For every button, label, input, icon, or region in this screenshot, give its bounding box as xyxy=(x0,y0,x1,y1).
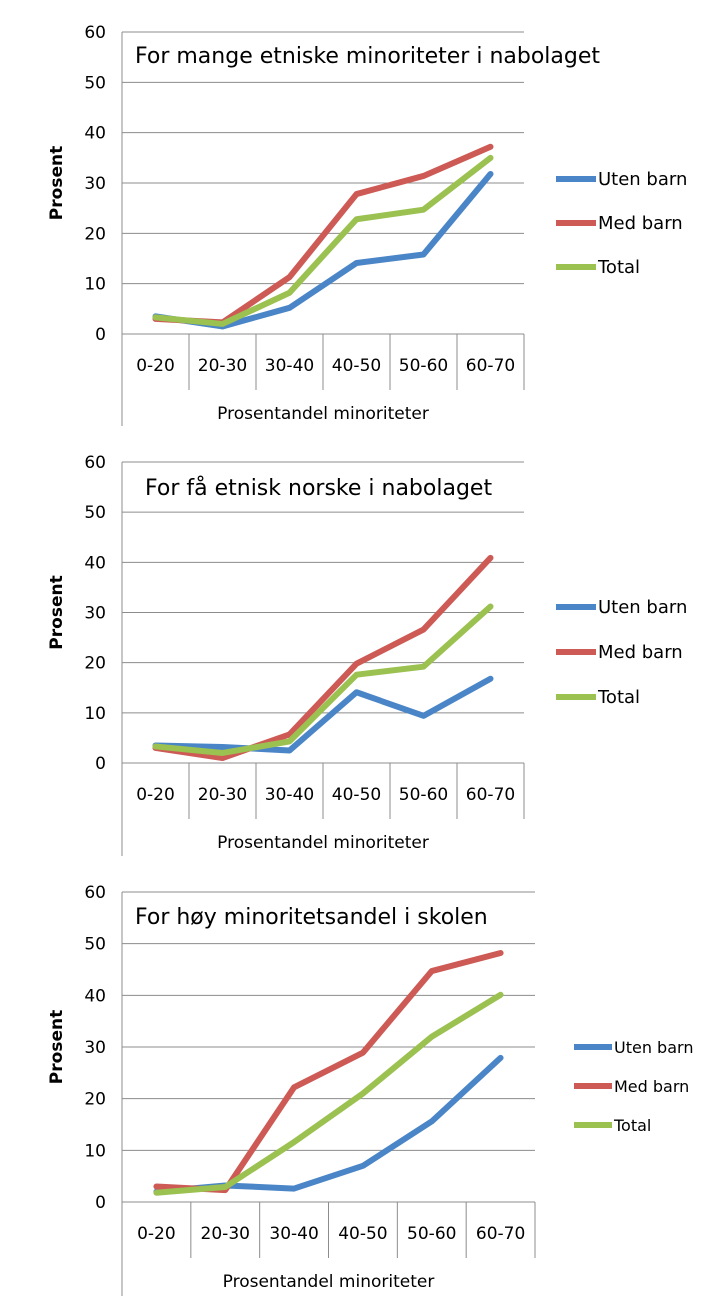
x-tick-label: 50-60 xyxy=(407,1224,456,1244)
x-tick-label: 60-70 xyxy=(466,785,515,805)
y-tick-label: 40 xyxy=(84,553,106,573)
y-tick-label: 50 xyxy=(84,935,106,955)
y-tick-label: 60 xyxy=(84,23,106,43)
x-tick-label: 20-30 xyxy=(198,356,247,376)
x-axis-label: Prosentandel minoriteter xyxy=(217,404,429,424)
series-line-total xyxy=(153,991,504,1196)
y-tick-label: 60 xyxy=(84,453,106,473)
y-tick-label: 30 xyxy=(84,174,106,194)
y-tick-label: 10 xyxy=(84,704,106,724)
legend: Uten barn Med barn Total xyxy=(556,597,687,708)
chart-svg-etnisk-norske: 0 10 20 30 40 50 60 0-20 20-30 30-40 40-50 50-60 60-… xyxy=(47,453,687,856)
legend-label: Uten barn xyxy=(598,169,687,190)
x-tick-label: 40-50 xyxy=(332,785,381,805)
y-axis-label: Prosent xyxy=(47,146,67,220)
legend-label: Total xyxy=(597,687,640,708)
y-tick-label: 10 xyxy=(84,275,106,295)
chart-svg-skolen: 0 10 20 30 40 50 60 0-20 20-30 30-40 40-50 50-60 60-… xyxy=(47,883,693,1296)
x-tick-label: 50-60 xyxy=(399,785,448,805)
chart-panel-minoriteter: 0 10 20 30 40 50 60 0-20 20-30 30-40 40-50 50-60 60-… xyxy=(0,0,720,432)
x-tick-label: 40-50 xyxy=(338,1224,387,1244)
legend-label: Total xyxy=(613,1116,651,1135)
y-tick-label: 0 xyxy=(95,325,106,345)
y-axis-label: Prosent xyxy=(47,1010,67,1084)
chart-title: For høy minoritetsandel i skolen xyxy=(135,905,488,930)
x-tick-label: 50-60 xyxy=(399,356,448,376)
x-axis-label: Prosentandel minoriteter xyxy=(223,1272,435,1292)
series-line-uten-barn xyxy=(153,1054,504,1195)
y-tick-label: 50 xyxy=(84,503,106,523)
y-tick-label: 30 xyxy=(84,604,106,624)
x-tick-label: 0-20 xyxy=(136,785,175,805)
legend-label: Uten barn xyxy=(614,1038,693,1057)
y-tick-label: 60 xyxy=(84,883,106,903)
y-tick-label: 20 xyxy=(84,224,106,244)
y-tick-label: 40 xyxy=(84,986,106,1006)
gridlines xyxy=(122,31,524,285)
legend: Uten barn Med barn Total xyxy=(556,169,687,278)
series-line-uten-barn xyxy=(152,675,494,754)
x-tick-label: 0-20 xyxy=(136,356,175,376)
series-line-med-barn xyxy=(152,554,494,761)
x-tick-label: 60-70 xyxy=(476,1224,525,1244)
x-tick-label: 30-40 xyxy=(265,356,314,376)
y-tick-label: 20 xyxy=(84,1090,106,1110)
legend-label: Uten barn xyxy=(598,597,687,618)
y-tick-label: 0 xyxy=(95,1193,106,1213)
chart-title: For mange etniske minoriteter i nabolage… xyxy=(135,44,600,69)
chart-title: For få etnisk norske i nabolaget xyxy=(145,475,492,501)
y-tick-label: 50 xyxy=(84,73,106,93)
x-tick-label: 60-70 xyxy=(466,356,515,376)
y-tick-label: 20 xyxy=(84,654,106,674)
chart-panel-etnisk-norske: 0 10 20 30 40 50 60 0-20 20-30 30-40 40-50 50-60 60-… xyxy=(0,432,720,864)
y-tick-label: 30 xyxy=(84,1038,106,1058)
x-tick-label: 20-30 xyxy=(201,1224,250,1244)
x-axis-label: Prosentandel minoriteter xyxy=(217,833,429,853)
chart-svg-minoriteter: 0 10 20 30 40 50 60 0-20 20-30 30-40 40-50 50-60 60-… xyxy=(47,23,687,426)
legend-label: Med barn xyxy=(598,642,683,663)
x-tick-label: 30-40 xyxy=(269,1224,318,1244)
y-tick-label: 0 xyxy=(95,754,106,774)
chart-panel-skolen: 0 10 20 30 40 50 60 0-20 20-30 30-40 40-50 50-60 60-… xyxy=(0,864,720,1296)
x-tick-label: 30-40 xyxy=(265,785,314,805)
y-axis-label: Prosent xyxy=(47,575,67,649)
series-line-total xyxy=(152,603,494,756)
x-tick-label: 40-50 xyxy=(332,356,381,376)
legend-label: Med barn xyxy=(614,1077,689,1096)
y-tick-label: 40 xyxy=(84,124,106,144)
x-tick-label: 0-20 xyxy=(137,1224,176,1244)
gridlines xyxy=(122,461,524,714)
legend-label: Med barn xyxy=(598,213,683,234)
x-tick-label: 20-30 xyxy=(198,785,247,805)
y-tick-label: 10 xyxy=(84,1141,106,1161)
legend: Uten barn Med barn Total xyxy=(574,1038,693,1135)
series-line-total xyxy=(152,154,494,327)
series-line-med-barn xyxy=(153,949,504,1194)
gridlines xyxy=(122,891,535,1151)
legend-label: Total xyxy=(597,257,640,278)
